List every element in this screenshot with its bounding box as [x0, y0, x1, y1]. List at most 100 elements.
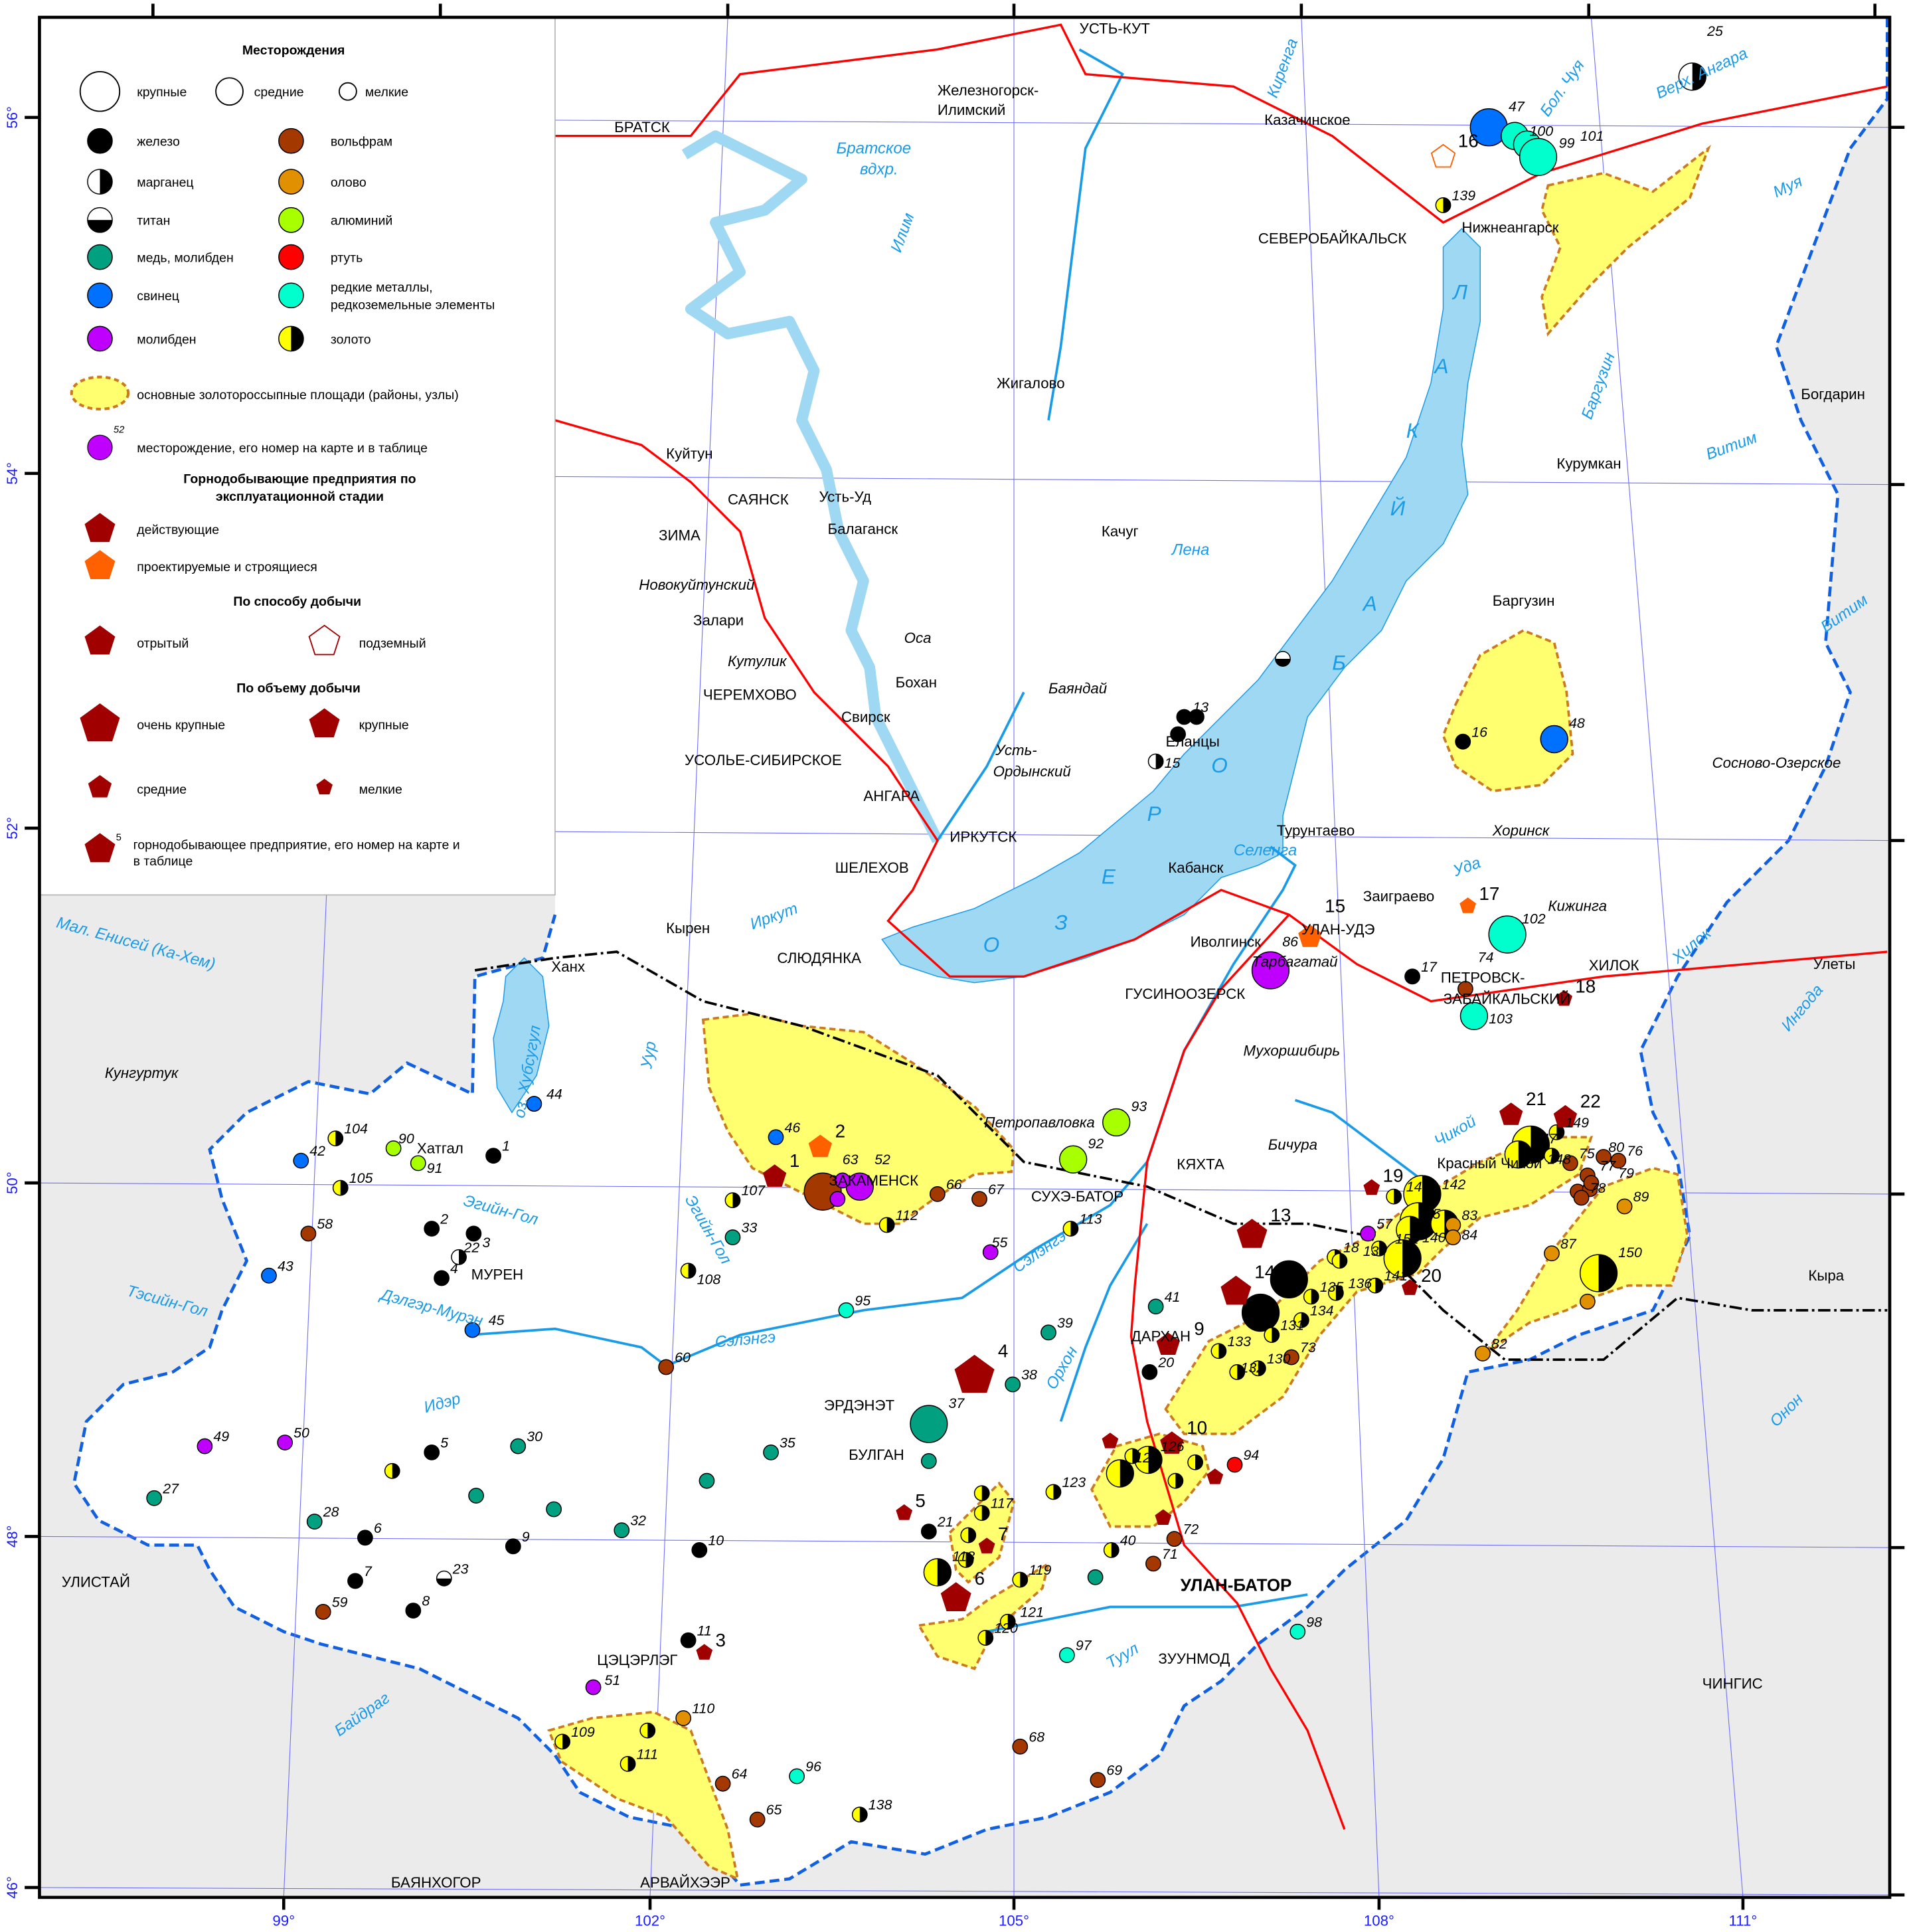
deposit-marker-mo	[277, 1435, 293, 1450]
deposit-circle	[357, 1530, 373, 1546]
deposit-number: 74	[1478, 950, 1494, 966]
deposit-circle	[789, 1768, 805, 1785]
small-enterprise-icon	[316, 778, 333, 795]
deposit-marker-w	[1166, 1531, 1183, 1547]
deposit-number: 30	[527, 1429, 542, 1445]
deposit-number: 119	[1029, 1562, 1051, 1578]
deposit-circle	[505, 1538, 521, 1555]
place-label: КЯХТА	[1177, 1156, 1224, 1173]
deposit-marker-au	[878, 1217, 895, 1233]
deposit-circle	[87, 244, 113, 270]
enterprise-pentagon-planned	[808, 1134, 833, 1158]
longitude-line	[1590, 17, 1744, 1897]
medium-enterprise-icon	[88, 774, 112, 798]
place-label: Кутулик	[728, 653, 788, 669]
map-frame-and-axes: 56° 54° 52° 50° 48° 46° 99° 102° 105° 108° 111°	[4, 3, 1905, 1929]
deposit-circle	[278, 207, 304, 233]
deposit-marker-fe	[1141, 1363, 1158, 1380]
river	[986, 1593, 1308, 1633]
legend-rm-icon	[278, 282, 304, 309]
bratsk-reservoir	[681, 130, 943, 843]
deposit-marker-w	[1610, 1152, 1627, 1169]
deposit-right-half	[688, 1263, 696, 1278]
deposit-marker-w	[315, 1604, 331, 1620]
deposit-marker-au	[1106, 1459, 1134, 1488]
deposit-number: 80	[1608, 1140, 1624, 1156]
deposit-marker-fe	[405, 1603, 422, 1619]
deposit-right-half	[1155, 754, 1163, 769]
deposit-circle	[658, 1359, 675, 1375]
place-label: Кыра	[1808, 1267, 1844, 1284]
deposit-right-half	[981, 1505, 989, 1521]
legend-enterprise-number-label-1: горнодобывающее предприятие, его номер н…	[133, 838, 460, 853]
legend-al-icon	[278, 207, 304, 233]
deposit-marker-au	[851, 1806, 868, 1823]
deposit-marker-sn	[675, 1710, 692, 1726]
deposit-right-half	[886, 1217, 894, 1233]
deposit-circle	[315, 1604, 331, 1620]
deposit-marker-ti	[436, 1570, 452, 1587]
legend-enterprise-number-example: 5	[116, 833, 122, 843]
place-label: Бохан	[896, 674, 937, 691]
deposit-marker-w	[1573, 1189, 1590, 1206]
enterprise-pentagon-active	[1206, 1468, 1224, 1484]
deposit-right-half	[562, 1734, 570, 1749]
deposit-number: 55	[992, 1235, 1008, 1251]
deposit-circle	[1189, 709, 1204, 725]
enterprise-pentagon-active	[1156, 1332, 1180, 1356]
deposit-number: 46	[784, 1120, 800, 1136]
deposit-marker-au	[1134, 1445, 1163, 1474]
deposit-circle	[749, 1811, 766, 1828]
enterprise-number: 20	[1421, 1265, 1442, 1286]
deposit-marker-au	[639, 1722, 656, 1739]
deposit-marker-fe	[1455, 733, 1471, 750]
deposit-circle	[1583, 1175, 1600, 1191]
deposit-circle	[464, 1322, 481, 1338]
place-label: УСТЬ-КУТ	[1080, 20, 1151, 37]
deposit-bottom-half	[1275, 659, 1291, 667]
lake-khovsgol	[493, 957, 550, 1114]
deposit-marker-pb	[293, 1152, 309, 1169]
enterprise-pentagon-active	[1160, 1431, 1184, 1454]
latitude-label: 48°	[4, 1526, 21, 1548]
deposit-number: 73	[1300, 1340, 1316, 1356]
enterprise-number: 6	[975, 1568, 985, 1589]
lake-baikal-label-letter: О	[983, 932, 1000, 956]
deposit-circle	[465, 1225, 482, 1242]
legend-type-label: молибден	[137, 332, 196, 347]
place-label: Еланцы	[1166, 733, 1220, 750]
deposit-right-half	[1598, 1255, 1617, 1292]
deposit-marker-rm	[1289, 1623, 1306, 1640]
deposit-circle	[1040, 1324, 1056, 1341]
deposit-circle	[1141, 1363, 1158, 1380]
legend: Месторождения крупные средние мелкие жел…	[39, 17, 556, 896]
legend-underground: подземный	[359, 636, 426, 651]
deposit-right-half	[1218, 1344, 1226, 1359]
deposit-number: 68	[1029, 1729, 1044, 1745]
deposit-circle	[1147, 1298, 1164, 1315]
deposit-number: 140	[1422, 1229, 1446, 1245]
deposit-marker-mo	[1360, 1225, 1376, 1242]
deposit-circle	[675, 1710, 692, 1726]
gold-placer-area	[916, 1561, 1050, 1670]
place-label: Улеты	[1813, 956, 1856, 972]
enterprise-number: 15	[1325, 896, 1345, 917]
deposit-marker-fe	[1404, 968, 1420, 985]
enterprise-number: 16	[1458, 130, 1479, 151]
deposit-number: 49	[213, 1429, 229, 1445]
latitude-label: 50°	[4, 1172, 21, 1194]
deposit-marker-au	[973, 1485, 990, 1502]
enterprise-pentagon-active	[762, 1164, 787, 1187]
deposit-marker-mn	[1147, 753, 1164, 770]
deposit-marker-au	[384, 1462, 400, 1479]
legend-deposit-types: железо марганец титан медь, молибден свинец м…	[87, 128, 495, 352]
place-label: Залари	[693, 612, 744, 629]
place-label: ЧИНГИС	[1702, 1675, 1763, 1692]
latitude-line	[39, 1887, 1890, 1895]
deposit-marker-cu	[614, 1522, 630, 1539]
deposit-marker-au	[327, 1130, 344, 1147]
deposit-marker-w	[929, 1186, 946, 1202]
place-label: ЧЕРЕМХОВО	[703, 686, 797, 703]
deposit-number: 78	[1590, 1180, 1606, 1196]
legend-type-label-2: редкоземельные элементы	[331, 298, 495, 312]
